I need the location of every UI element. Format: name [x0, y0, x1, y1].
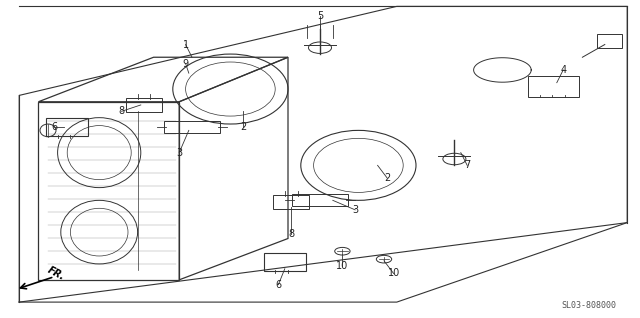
- Text: 5: 5: [317, 11, 323, 21]
- Text: 4: 4: [560, 65, 566, 75]
- Text: 1: 1: [182, 39, 189, 50]
- Text: 2: 2: [384, 173, 390, 183]
- Text: 10: 10: [336, 260, 349, 271]
- Text: 7: 7: [464, 160, 470, 170]
- Text: 8: 8: [118, 106, 125, 116]
- Text: FR.: FR.: [46, 265, 67, 282]
- Text: SL03-808000: SL03-808000: [561, 301, 616, 310]
- Text: 6: 6: [275, 280, 282, 290]
- Text: 3: 3: [352, 205, 358, 215]
- Text: 8: 8: [288, 229, 294, 239]
- Text: 2: 2: [240, 122, 246, 132]
- Text: 10: 10: [387, 268, 400, 279]
- Text: 6: 6: [51, 122, 58, 132]
- Text: 3: 3: [176, 148, 182, 158]
- Text: 9: 9: [182, 59, 189, 69]
